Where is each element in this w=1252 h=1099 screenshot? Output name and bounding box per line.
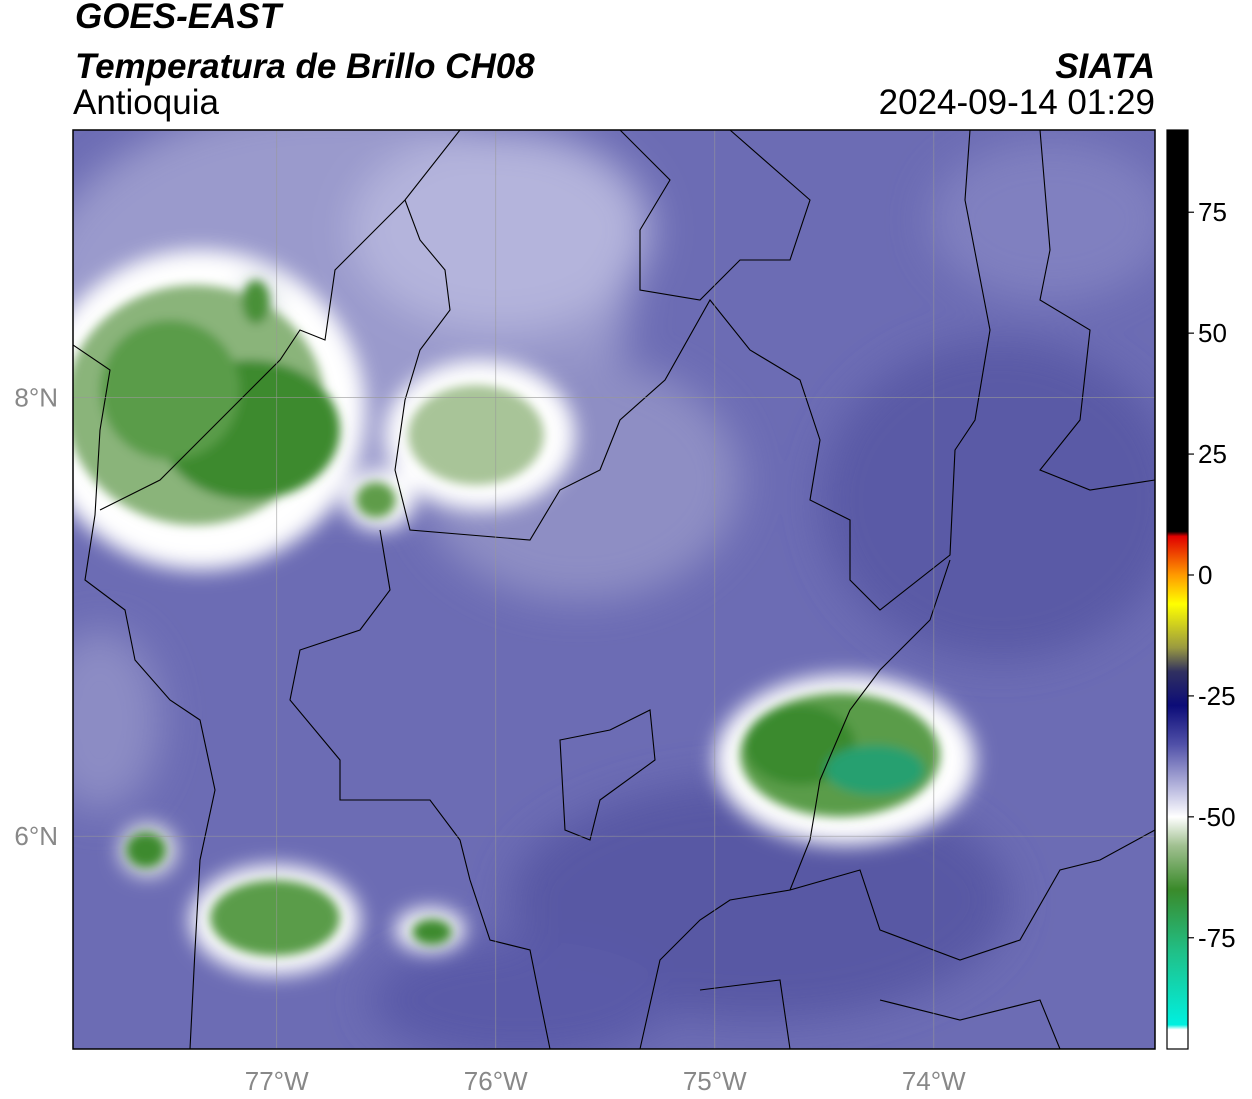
plot-frame [72, 129, 1156, 1050]
colorbar-tick-label: -50 [1198, 802, 1236, 832]
cloud-top [210, 880, 340, 956]
admin-border [699, 979, 1061, 1049]
admin-border [619, 130, 811, 301]
x-tick-label: 77°W [245, 1066, 309, 1096]
x-tick-label: 74°W [902, 1066, 966, 1096]
x-tick-label: 76°W [464, 1066, 528, 1096]
grid [73, 130, 1155, 1049]
title: GOES-EAST [75, 0, 284, 36]
borders [73, 130, 1155, 1049]
cloud [930, 140, 1155, 300]
subtitle: Temperatura de Brillo CH08 [75, 47, 535, 86]
cloud [370, 940, 670, 1049]
y-tick-label: 8°N [14, 383, 58, 413]
admin-border [559, 709, 656, 841]
y-tick-label: 6°N [14, 821, 58, 851]
cold-tops [73, 280, 940, 956]
colorbar-tick-label: -25 [1198, 681, 1236, 711]
cloud-top [242, 280, 270, 324]
admin-border [394, 130, 991, 611]
colorbar [1166, 129, 1189, 1050]
source: SIATA [1055, 47, 1155, 86]
region: Antioquia [73, 83, 219, 122]
admin-border [289, 529, 551, 1049]
colorbar-tick-label: 25 [1198, 439, 1227, 469]
cloud [350, 130, 650, 330]
coastline [73, 344, 216, 1049]
colorbar-tick-label: 75 [1198, 197, 1227, 227]
cloud-top [408, 385, 544, 485]
admin-border [1039, 130, 1155, 491]
cloud-top [825, 745, 925, 795]
colorbar-tick-label: 0 [1198, 560, 1212, 590]
colorbar-tick-label: -75 [1198, 923, 1236, 953]
datetime: 2024-09-14 01:29 [879, 83, 1155, 122]
cloud-top [356, 482, 396, 518]
cloud [73, 630, 160, 810]
admin-border [639, 559, 951, 1049]
admin-border [789, 829, 1155, 961]
colorbar-tick-label: 50 [1198, 318, 1227, 348]
cloud [820, 340, 1155, 660]
cloud-top [412, 919, 452, 945]
x-tick-label: 75°W [683, 1066, 747, 1096]
imagery [73, 130, 1155, 1049]
cloud-top [126, 832, 166, 868]
coastline [99, 130, 461, 511]
cloud-top [100, 320, 240, 460]
